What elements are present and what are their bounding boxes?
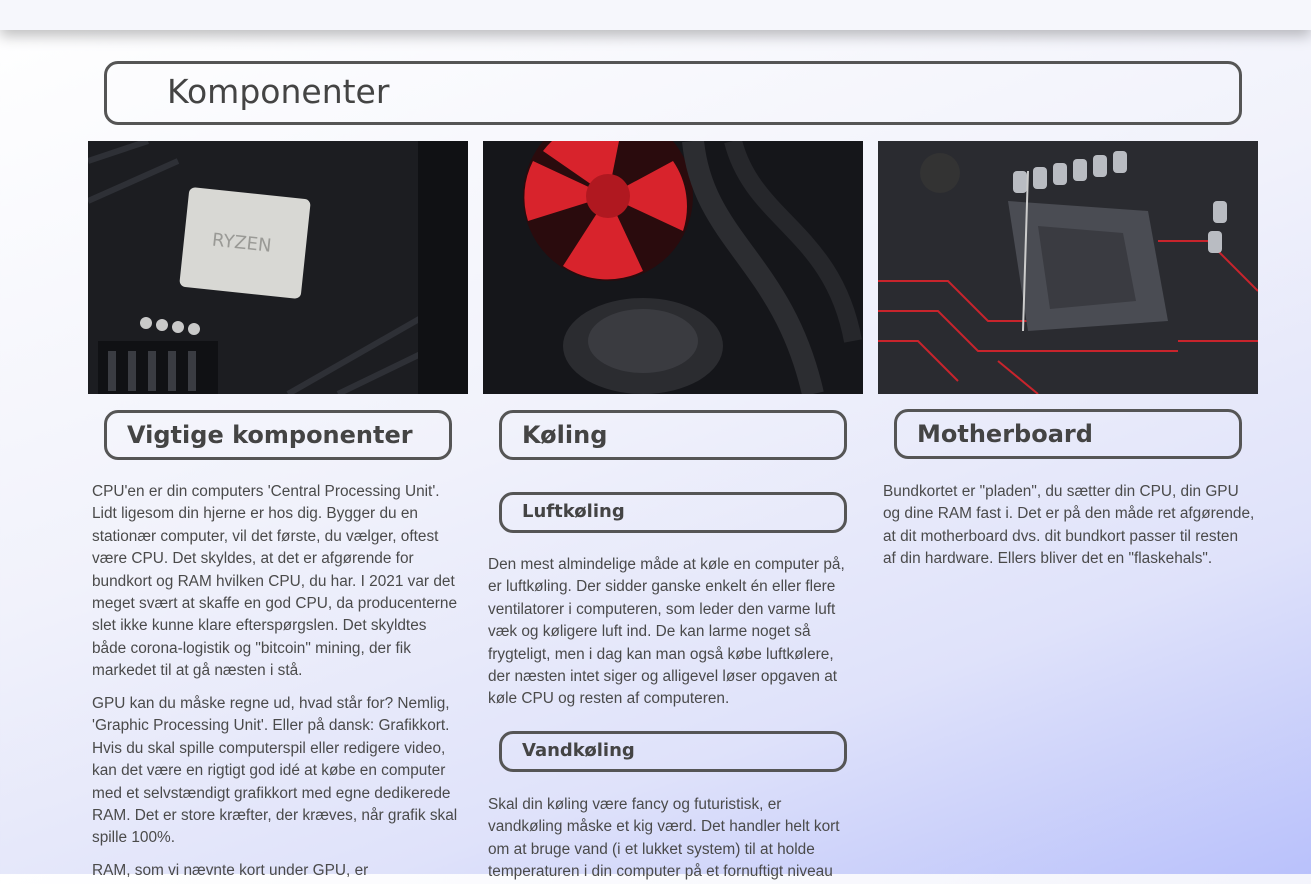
paragraph: Skal din køling være fancy og futuristis…	[488, 796, 840, 881]
subsection-title: Luftkøling	[499, 492, 847, 533]
section-title: Køling	[499, 410, 847, 460]
paragraph: Bundkortet er "pladen", du sætter din CP…	[883, 483, 1255, 568]
page-title: Komponenter	[104, 61, 1242, 125]
paragraph: GPU kan du måske regne ud, hvad står for…	[92, 695, 458, 847]
motherboard-image	[878, 141, 1258, 394]
section-title: Vigtige komponenter	[104, 410, 452, 460]
cpu-image: RYZEN	[88, 141, 468, 394]
subsection-title: Vandkøling	[499, 731, 847, 772]
section-title: Motherboard	[894, 409, 1242, 459]
paragraph: Den mest almindelige måde at køle en com…	[488, 556, 845, 708]
paragraph: CPU'en er din computers 'Central Process…	[92, 483, 458, 680]
paragraph: RAM, som vi nævnte kort under GPU, er	[92, 862, 369, 879]
cooling-image	[483, 141, 863, 394]
nav-bar	[0, 0, 1311, 30]
